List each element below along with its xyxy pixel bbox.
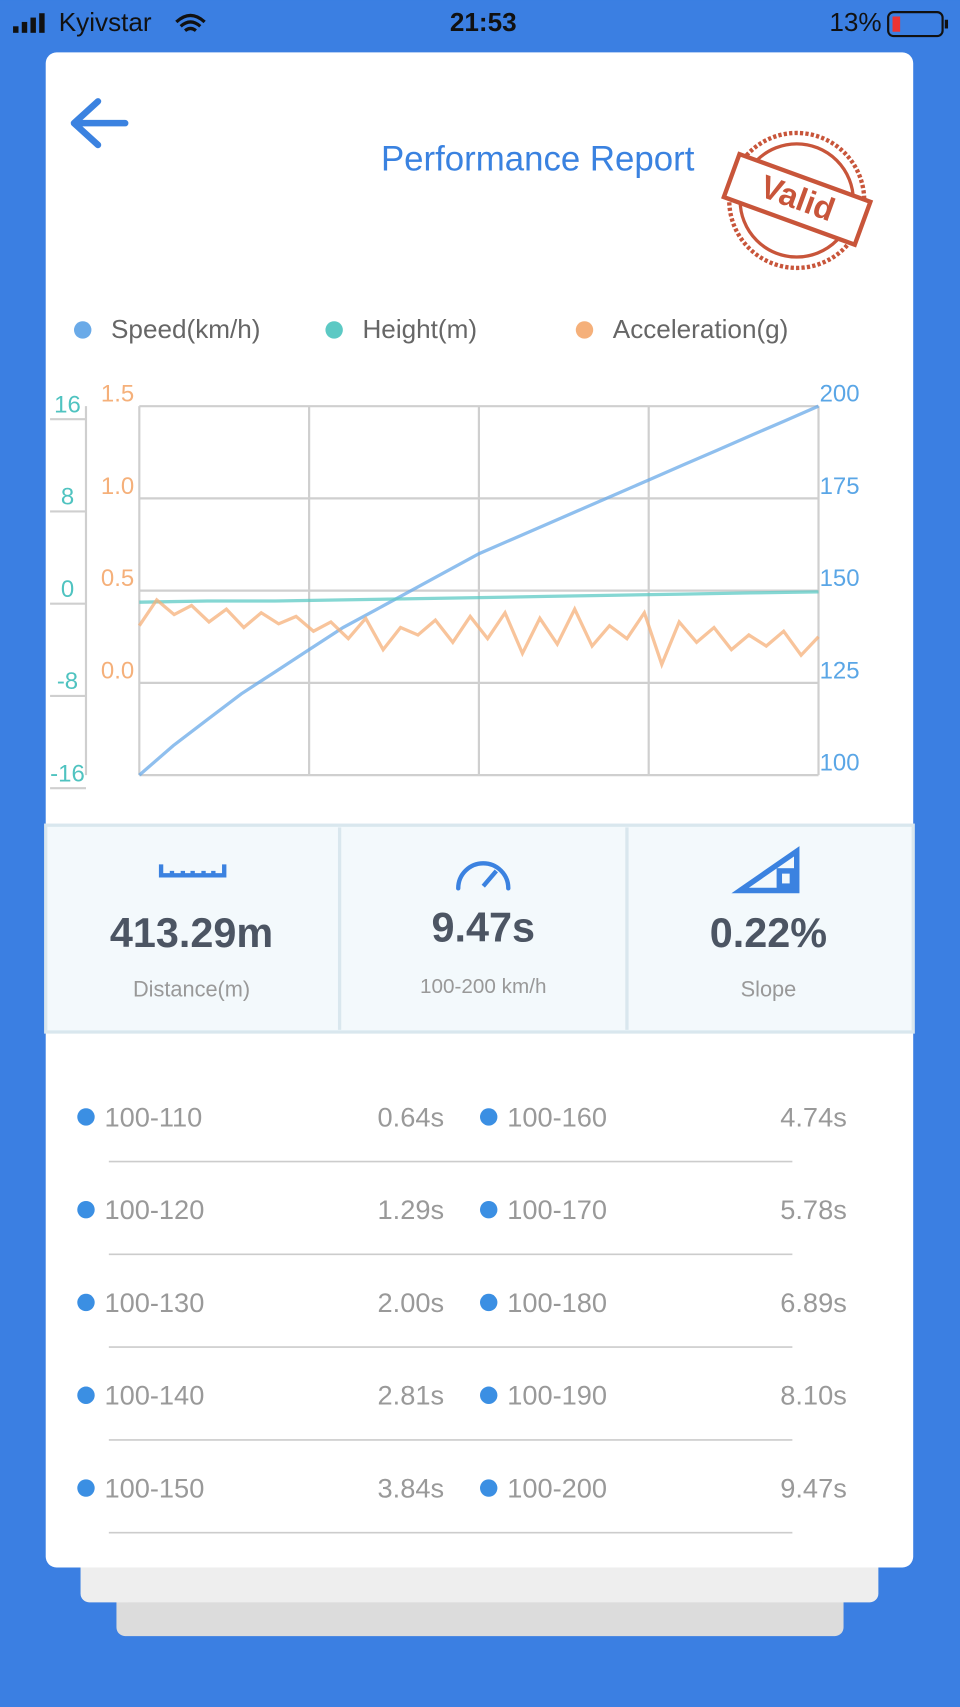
split-range: 100-150 — [104, 1472, 204, 1503]
carrier: Kyivstar — [59, 7, 152, 37]
stat-value: 9.47s — [432, 905, 535, 951]
stats: 413.29m Distance(m) 9.47s 100-200 km/h 0.22%… — [110, 905, 827, 1002]
legend-label: Acceleration(g) — [613, 314, 789, 344]
legend-label: Height(m) — [362, 314, 477, 344]
slope-icon — [731, 846, 800, 894]
y2-tick-label: 100 — [820, 750, 860, 777]
y2-tick-label: 150 — [820, 565, 860, 592]
y3-tick-label: 0.0 — [101, 657, 134, 684]
y-tick-label: -8 — [57, 668, 78, 695]
chart: -16 -8 0 8 16 0.0 0.5 1.0 1.5 100 125 150 175 200 Spee… — [50, 314, 860, 790]
split-dot — [77, 1479, 95, 1497]
split-time: 9.47s — [780, 1472, 847, 1503]
stat-label: 100-200 km/h — [420, 975, 546, 998]
y3-tick-label: 1.0 — [101, 473, 134, 500]
split-range: 100-200 — [507, 1472, 607, 1503]
split-range: 100-190 — [507, 1380, 607, 1411]
ruler-icon — [158, 864, 227, 878]
page-title: Performance Report — [381, 139, 695, 178]
split-dot — [77, 1200, 95, 1219]
split-dot — [480, 1200, 498, 1219]
back-button[interactable] — [70, 98, 129, 149]
y2-tick-label: 175 — [820, 473, 860, 500]
stat-label: Distance(m) — [133, 976, 250, 1001]
wifi-icon — [175, 13, 206, 32]
signal-icon — [13, 13, 45, 33]
legend-dot — [575, 321, 594, 339]
y-tick-label: 0 — [61, 576, 74, 603]
splits: 100-110 0.64s 100-120 1.29s 100-130 2.00s 100-… — [77, 1101, 847, 1534]
stat-value: 0.22% — [710, 910, 827, 956]
speedometer-icon — [456, 861, 511, 891]
y3-tick-label: 1.5 — [101, 381, 134, 408]
battery-percent: 13% — [829, 7, 881, 37]
series-line — [137, 597, 820, 670]
series-line — [138, 404, 820, 777]
series-line — [139, 590, 819, 604]
stat-label: Slope — [741, 976, 797, 1001]
clock: 21:53 — [450, 7, 517, 37]
y-tick-label: 8 — [61, 484, 74, 511]
split-time: 5.78s — [780, 1194, 847, 1225]
split-time: 8.10s — [780, 1380, 847, 1411]
split-time: 6.89s — [780, 1287, 847, 1318]
battery-icon — [887, 11, 949, 38]
legend-label: Speed(km/h) — [111, 314, 260, 344]
split-range: 100-140 — [104, 1380, 204, 1411]
split-time: 4.74s — [780, 1101, 847, 1132]
split-range: 100-170 — [507, 1194, 607, 1225]
stat-value: 413.29m — [110, 910, 273, 956]
split-dot — [480, 1293, 498, 1312]
y3-tick-label: 0.5 — [101, 565, 134, 592]
split-dot — [77, 1386, 95, 1404]
split-dot — [480, 1479, 498, 1497]
y2-tick-label: 125 — [820, 657, 860, 684]
card — [45, 52, 914, 1568]
split-dot — [480, 1386, 498, 1404]
legend-dot — [74, 321, 92, 339]
split-range: 100-110 — [104, 1101, 202, 1132]
y-tick-label: 16 — [54, 391, 81, 418]
y-tick-label: -16 — [50, 760, 85, 787]
y2-tick-label: 200 — [820, 381, 860, 408]
split-range: 100-160 — [507, 1101, 607, 1132]
split-range: 100-180 — [507, 1287, 607, 1318]
split-time: 0.64s — [378, 1101, 445, 1132]
split-dot — [480, 1108, 498, 1126]
split-dot — [77, 1293, 95, 1312]
split-range: 100-130 — [104, 1287, 204, 1318]
split-dot — [77, 1108, 95, 1126]
split-time: 2.81s — [378, 1380, 445, 1411]
split-time: 2.00s — [378, 1287, 445, 1318]
stats-panel — [44, 823, 915, 1034]
split-time: 1.29s — [378, 1194, 445, 1225]
split-range: 100-120 — [104, 1194, 204, 1225]
legend-dot — [325, 321, 343, 339]
split-time: 3.84s — [378, 1472, 445, 1503]
